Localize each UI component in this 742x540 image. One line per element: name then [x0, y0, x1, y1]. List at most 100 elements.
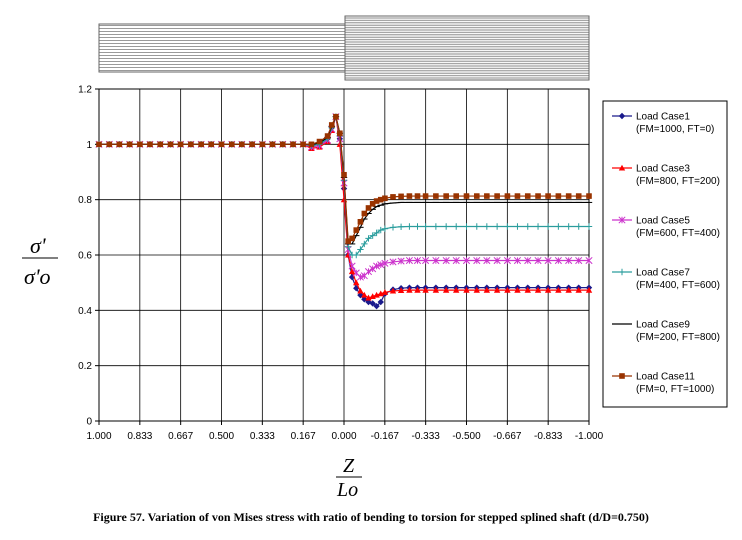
x-tick-label: -0.500	[452, 431, 481, 442]
legend-label: Load Case9	[636, 320, 690, 331]
data-point	[545, 193, 551, 199]
data-point	[381, 289, 389, 295]
data-point	[484, 193, 490, 199]
data-point	[565, 223, 572, 230]
data-point	[398, 193, 404, 200]
data-point	[483, 286, 491, 293]
data-point	[493, 256, 501, 265]
data-point	[249, 141, 255, 148]
y-label-numerator: σ'	[30, 233, 46, 258]
data-point	[147, 141, 153, 148]
data-point	[585, 223, 593, 230]
data-point	[473, 256, 481, 265]
data-point	[157, 141, 164, 148]
data-point	[345, 238, 351, 244]
x-tick-label: -0.833	[534, 431, 563, 442]
x-tick-label: 1.000	[86, 431, 111, 442]
data-point	[414, 286, 421, 293]
data-point	[443, 193, 449, 199]
data-point	[483, 223, 491, 230]
data-point	[565, 286, 572, 293]
data-point	[585, 286, 593, 293]
data-point	[167, 141, 174, 148]
data-point	[344, 243, 352, 250]
data-point	[377, 196, 384, 203]
legend-label: Load Case5	[636, 216, 690, 227]
data-point	[413, 256, 422, 265]
data-point	[106, 141, 113, 148]
data-point	[442, 286, 450, 293]
data-point	[565, 256, 573, 265]
data-point	[473, 223, 480, 230]
data-point	[373, 198, 380, 204]
data-point	[353, 227, 360, 233]
x-tick-label: -0.333	[411, 431, 440, 442]
data-point	[188, 141, 194, 148]
y-tick-label: 0.2	[78, 361, 92, 372]
data-point	[422, 223, 429, 230]
data-point	[348, 268, 356, 275]
data-point	[524, 286, 531, 293]
legend-label: Load Case1	[636, 112, 690, 123]
data-point	[453, 193, 460, 199]
data-point	[239, 141, 245, 148]
data-point	[463, 223, 470, 230]
x-tick-label: 0.833	[127, 431, 152, 442]
legend-label: Load Case11	[636, 372, 695, 383]
legend-swatch-marker	[618, 216, 626, 224]
data-point	[422, 256, 430, 265]
data-point	[218, 141, 225, 148]
legend-label: Load Case7	[636, 268, 690, 279]
legend-label: Load Case3	[636, 164, 690, 175]
data-point	[585, 256, 593, 265]
data-point	[382, 195, 388, 202]
data-point	[381, 225, 389, 232]
x-tick-label: -0.667	[493, 431, 522, 442]
x-label-numerator: Z	[343, 455, 355, 477]
y-tick-label: 1.2	[78, 85, 92, 96]
data-point	[333, 113, 339, 120]
x-tick-label: -1.000	[575, 431, 604, 442]
data-point	[324, 133, 331, 139]
legend-sublabel: (FM=0, FT=1000)	[636, 384, 714, 395]
data-point	[389, 287, 397, 294]
data-point	[535, 193, 541, 199]
x-tick-label: 0.333	[250, 431, 275, 442]
data-point	[432, 286, 440, 293]
data-point	[453, 223, 460, 230]
x-tick-label: -0.167	[371, 431, 400, 442]
data-point	[442, 223, 450, 230]
y-axis-label: σ' σ'o	[22, 233, 58, 289]
data-point	[116, 141, 123, 148]
y-tick-label: 0.6	[78, 251, 92, 262]
data-point	[361, 210, 368, 217]
data-point	[228, 141, 235, 148]
data-point	[337, 130, 343, 137]
data-point	[356, 273, 364, 281]
data-point	[433, 193, 439, 199]
data-point	[493, 223, 501, 230]
data-point	[575, 286, 582, 293]
legend-sublabel: (FM=800, FT=200)	[636, 176, 720, 187]
legend-swatch-marker	[618, 112, 626, 120]
data-point	[422, 286, 429, 293]
legend-swatch-marker	[619, 373, 625, 379]
data-point	[514, 223, 521, 230]
x-tick-label: 0.000	[331, 431, 356, 442]
data-point	[575, 256, 583, 265]
data-point	[341, 171, 347, 178]
data-point	[414, 193, 421, 199]
data-point	[357, 287, 364, 294]
data-point	[514, 193, 521, 199]
data-point	[406, 193, 413, 199]
data-point	[96, 141, 102, 148]
data-point	[369, 265, 377, 273]
data-point	[473, 193, 480, 199]
data-point	[555, 286, 562, 293]
data-point	[493, 286, 501, 293]
data-point	[544, 256, 552, 265]
data-point	[544, 223, 552, 230]
data-point	[452, 256, 460, 265]
data-point	[414, 223, 421, 230]
data-point	[462, 256, 471, 265]
